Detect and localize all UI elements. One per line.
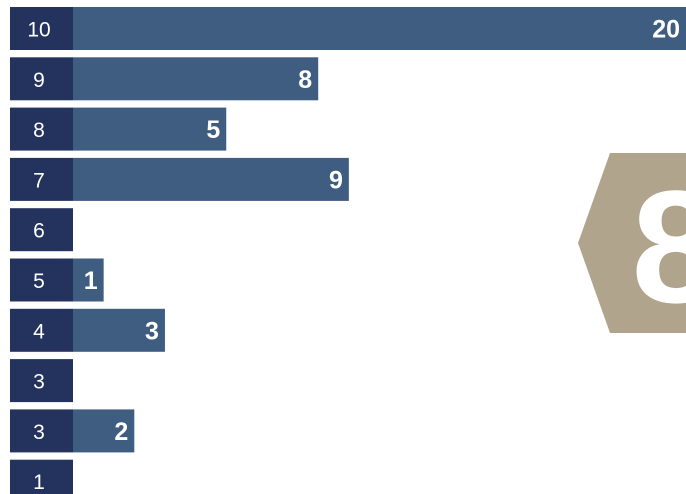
chart-row: 1	[10, 459, 73, 494]
rank-label: 5	[33, 270, 45, 293]
value-label: 3	[145, 317, 159, 345]
chart-rows: 10 209 88 57 965 14 333 21	[10, 7, 686, 494]
badge: 8	[578, 153, 686, 336]
rank-box	[10, 157, 73, 201]
badge-hexagon	[578, 153, 686, 333]
rank-label: 7	[33, 169, 45, 192]
rank-box	[10, 359, 73, 403]
chart-row: 6	[10, 208, 73, 252]
chart-row: 3	[10, 359, 73, 403]
rank-label: 6	[33, 220, 45, 243]
rank-box	[10, 459, 73, 494]
rank-label: 3	[33, 421, 45, 444]
value-label: 2	[114, 418, 128, 446]
value-label: 9	[329, 166, 343, 194]
bar	[73, 258, 104, 302]
rank-label: 10	[27, 19, 50, 42]
rank-label: 1	[33, 471, 45, 494]
rank-box	[10, 409, 73, 453]
rank-label: 8	[33, 119, 45, 142]
value-label: 20	[652, 16, 680, 44]
rank-box	[10, 57, 73, 101]
rank-box	[10, 258, 73, 302]
value-label: 5	[206, 116, 220, 144]
bar	[73, 308, 165, 352]
bar	[73, 157, 349, 201]
rank-box	[10, 308, 73, 352]
rank-box	[10, 107, 73, 151]
rank-label: 4	[33, 320, 45, 343]
rank-box	[10, 208, 73, 252]
rank-box	[10, 7, 73, 50]
bar	[73, 57, 319, 101]
rank-label: 9	[33, 69, 45, 92]
bar	[73, 409, 135, 453]
badge-label: 8	[632, 157, 686, 336]
bar	[73, 7, 686, 50]
value-label: 8	[298, 66, 312, 94]
chart-row: 10 20	[10, 7, 686, 50]
value-label: 1	[84, 267, 98, 295]
rank-label: 3	[33, 371, 45, 394]
bar	[73, 107, 227, 151]
